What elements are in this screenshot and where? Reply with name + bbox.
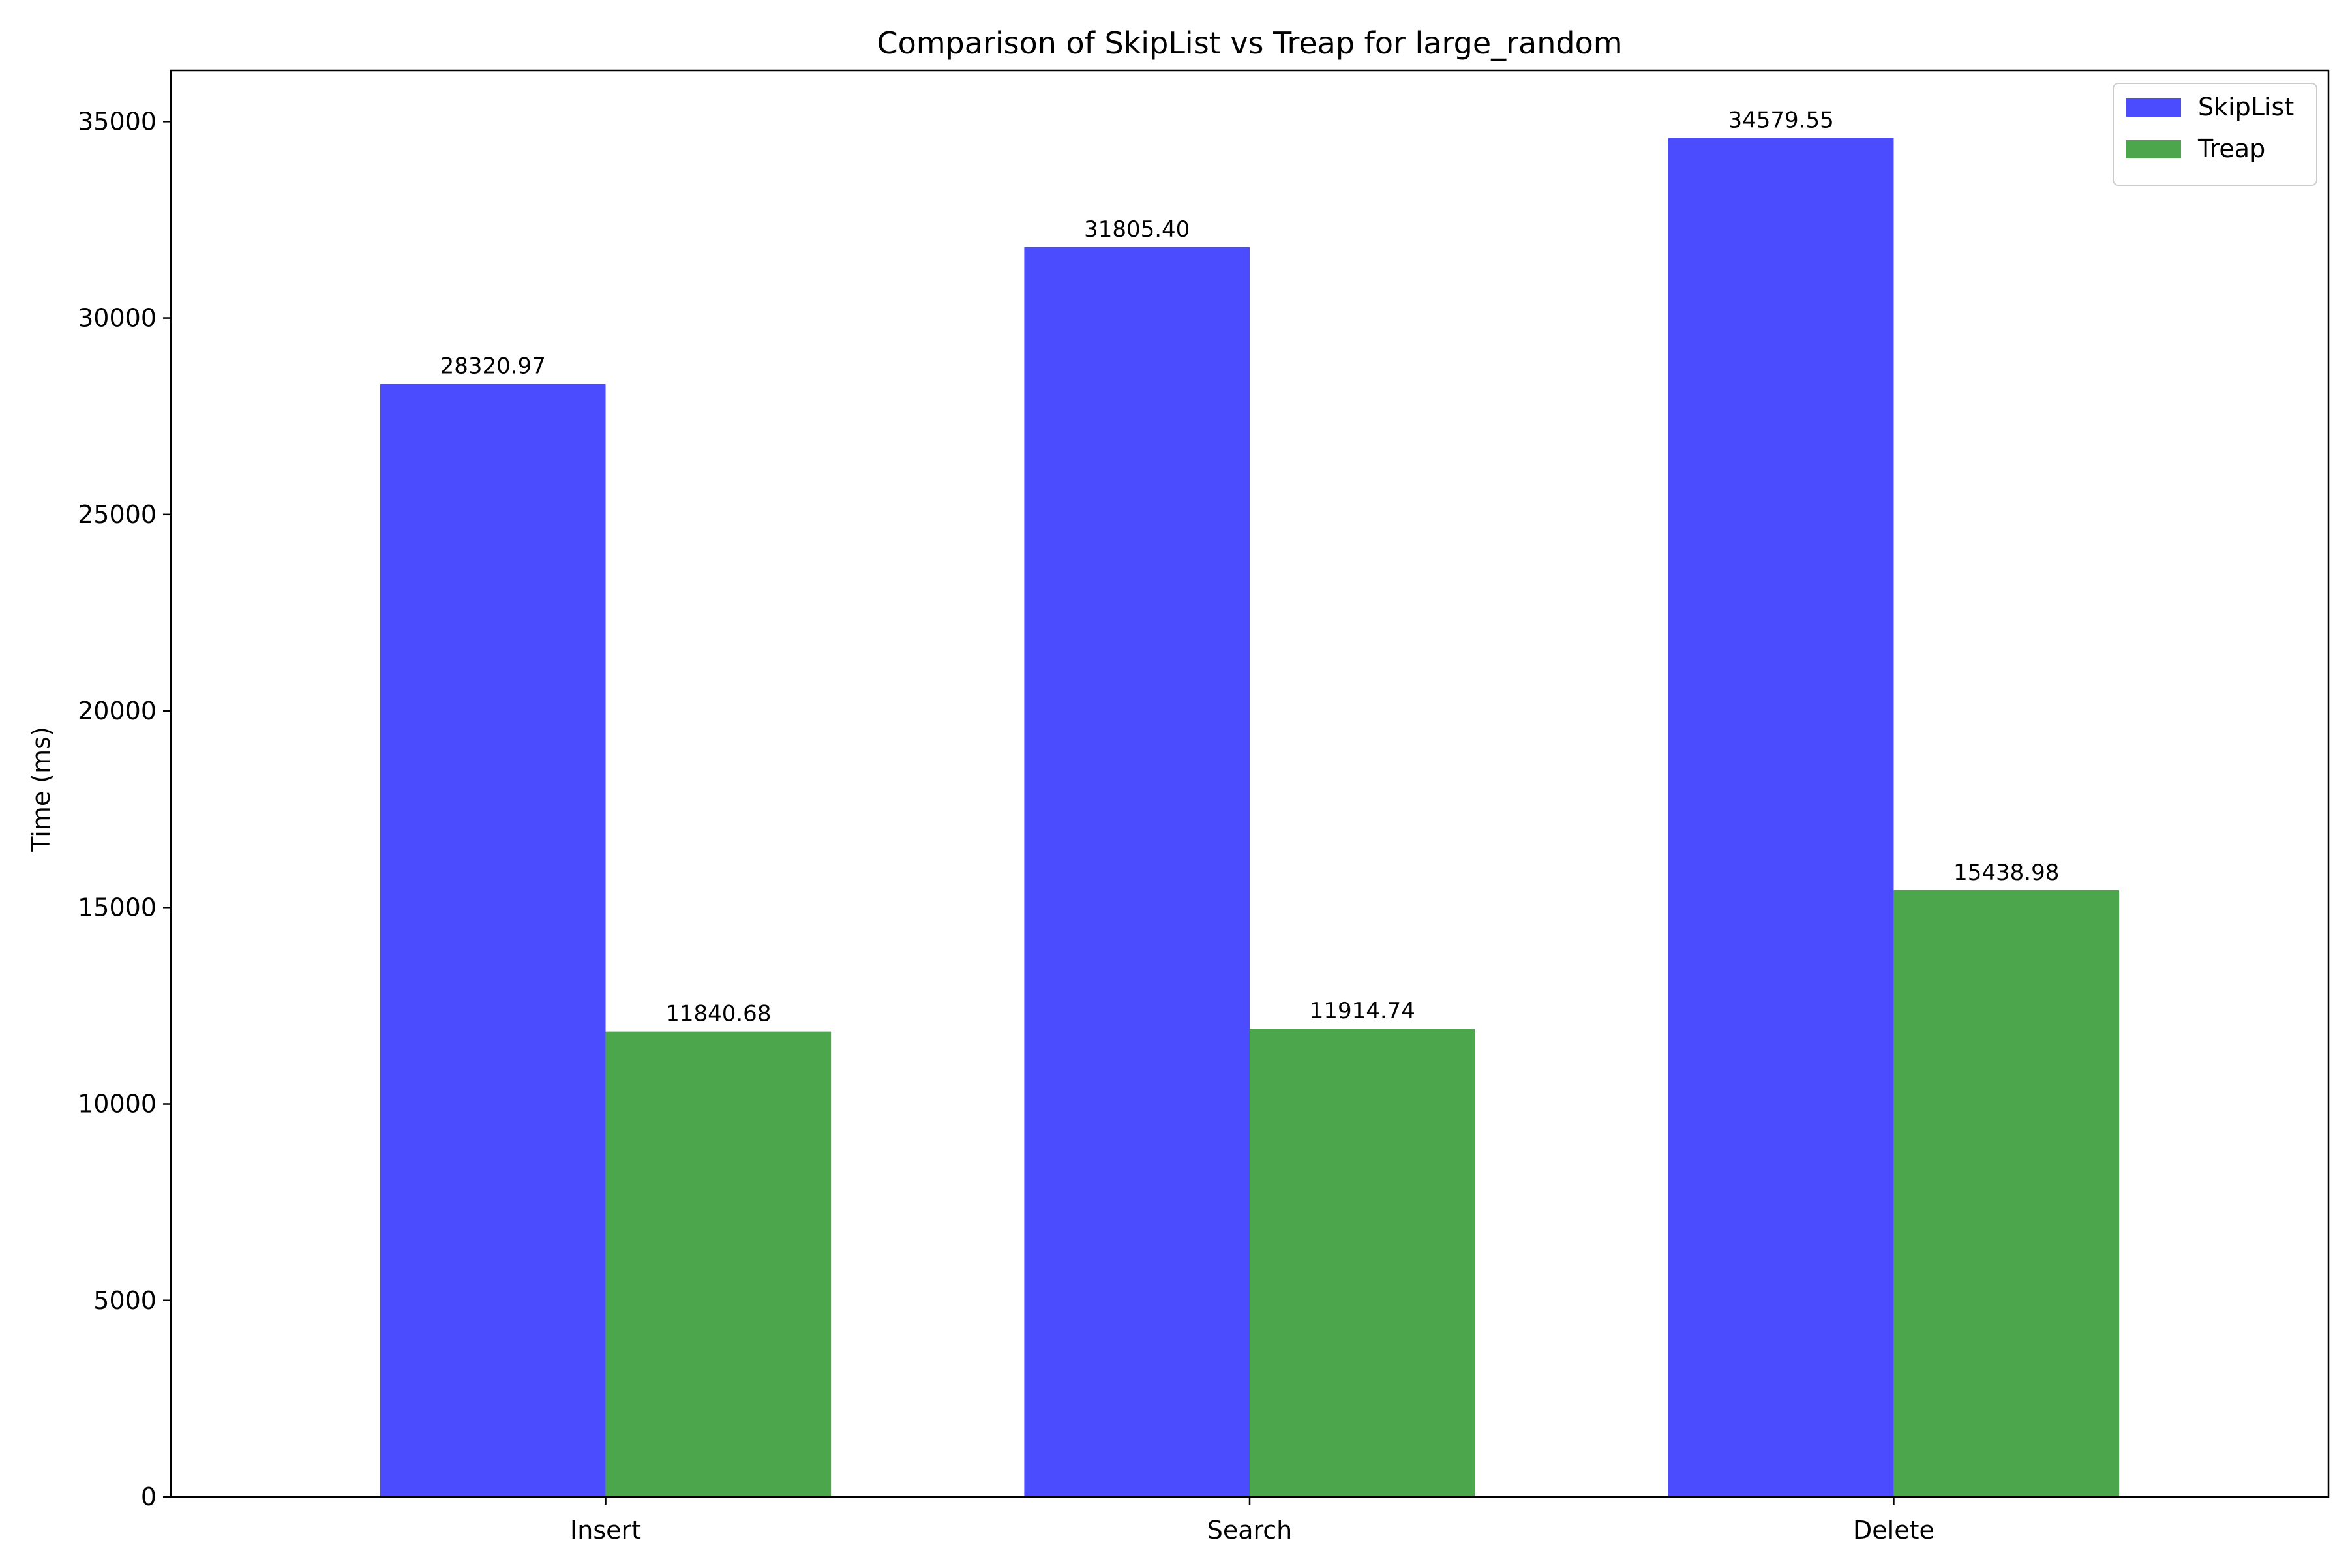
data-label: 31805.40 [1084, 217, 1190, 243]
data-label: 34579.55 [1728, 108, 1834, 134]
bar-skiplist-delete [1668, 138, 1894, 1497]
chart-title: Comparison of SkipList vs Treap for larg… [877, 25, 1622, 61]
data-label: 11914.74 [1310, 998, 1415, 1024]
y-tick-label: 15000 [78, 893, 157, 922]
bar-treap-delete [1893, 890, 2120, 1497]
data-label: 11840.68 [665, 1001, 771, 1027]
bar-skiplist-search [1024, 247, 1250, 1497]
x-tick-label: Delete [1853, 1516, 1934, 1545]
plot-area: 28320.97 31805.40 34579.55 11840.68 11914.74… [78, 69, 2330, 1545]
x-tick-label: Search [1207, 1516, 1293, 1545]
data-label: 15438.98 [1953, 860, 2059, 886]
y-tick-label: 35000 [78, 107, 157, 136]
data-label: 28320.97 [440, 354, 546, 380]
bar-treap-search [1250, 1029, 1475, 1497]
y-tick-label: 25000 [78, 500, 157, 529]
y-axis-label: Time (ms) [27, 727, 55, 852]
legend-swatch-treap [2126, 140, 2181, 158]
legend: SkipList Treap [2113, 83, 2317, 186]
x-tick-label: Insert [570, 1516, 641, 1545]
y-tick-label: 5000 [93, 1286, 157, 1315]
y-tick-label: 10000 [78, 1090, 157, 1119]
bar-skiplist-insert [380, 384, 606, 1497]
bar-treap-insert [605, 1031, 832, 1497]
y-tick-label: 30000 [78, 304, 157, 333]
legend-swatch-skiplist [2126, 98, 2181, 117]
legend-label-skiplist: SkipList [2198, 93, 2294, 121]
legend-label-treap: Treap [2197, 134, 2265, 163]
y-tick-label: 20000 [78, 697, 157, 725]
y-tick-label: 0 [141, 1483, 157, 1511]
